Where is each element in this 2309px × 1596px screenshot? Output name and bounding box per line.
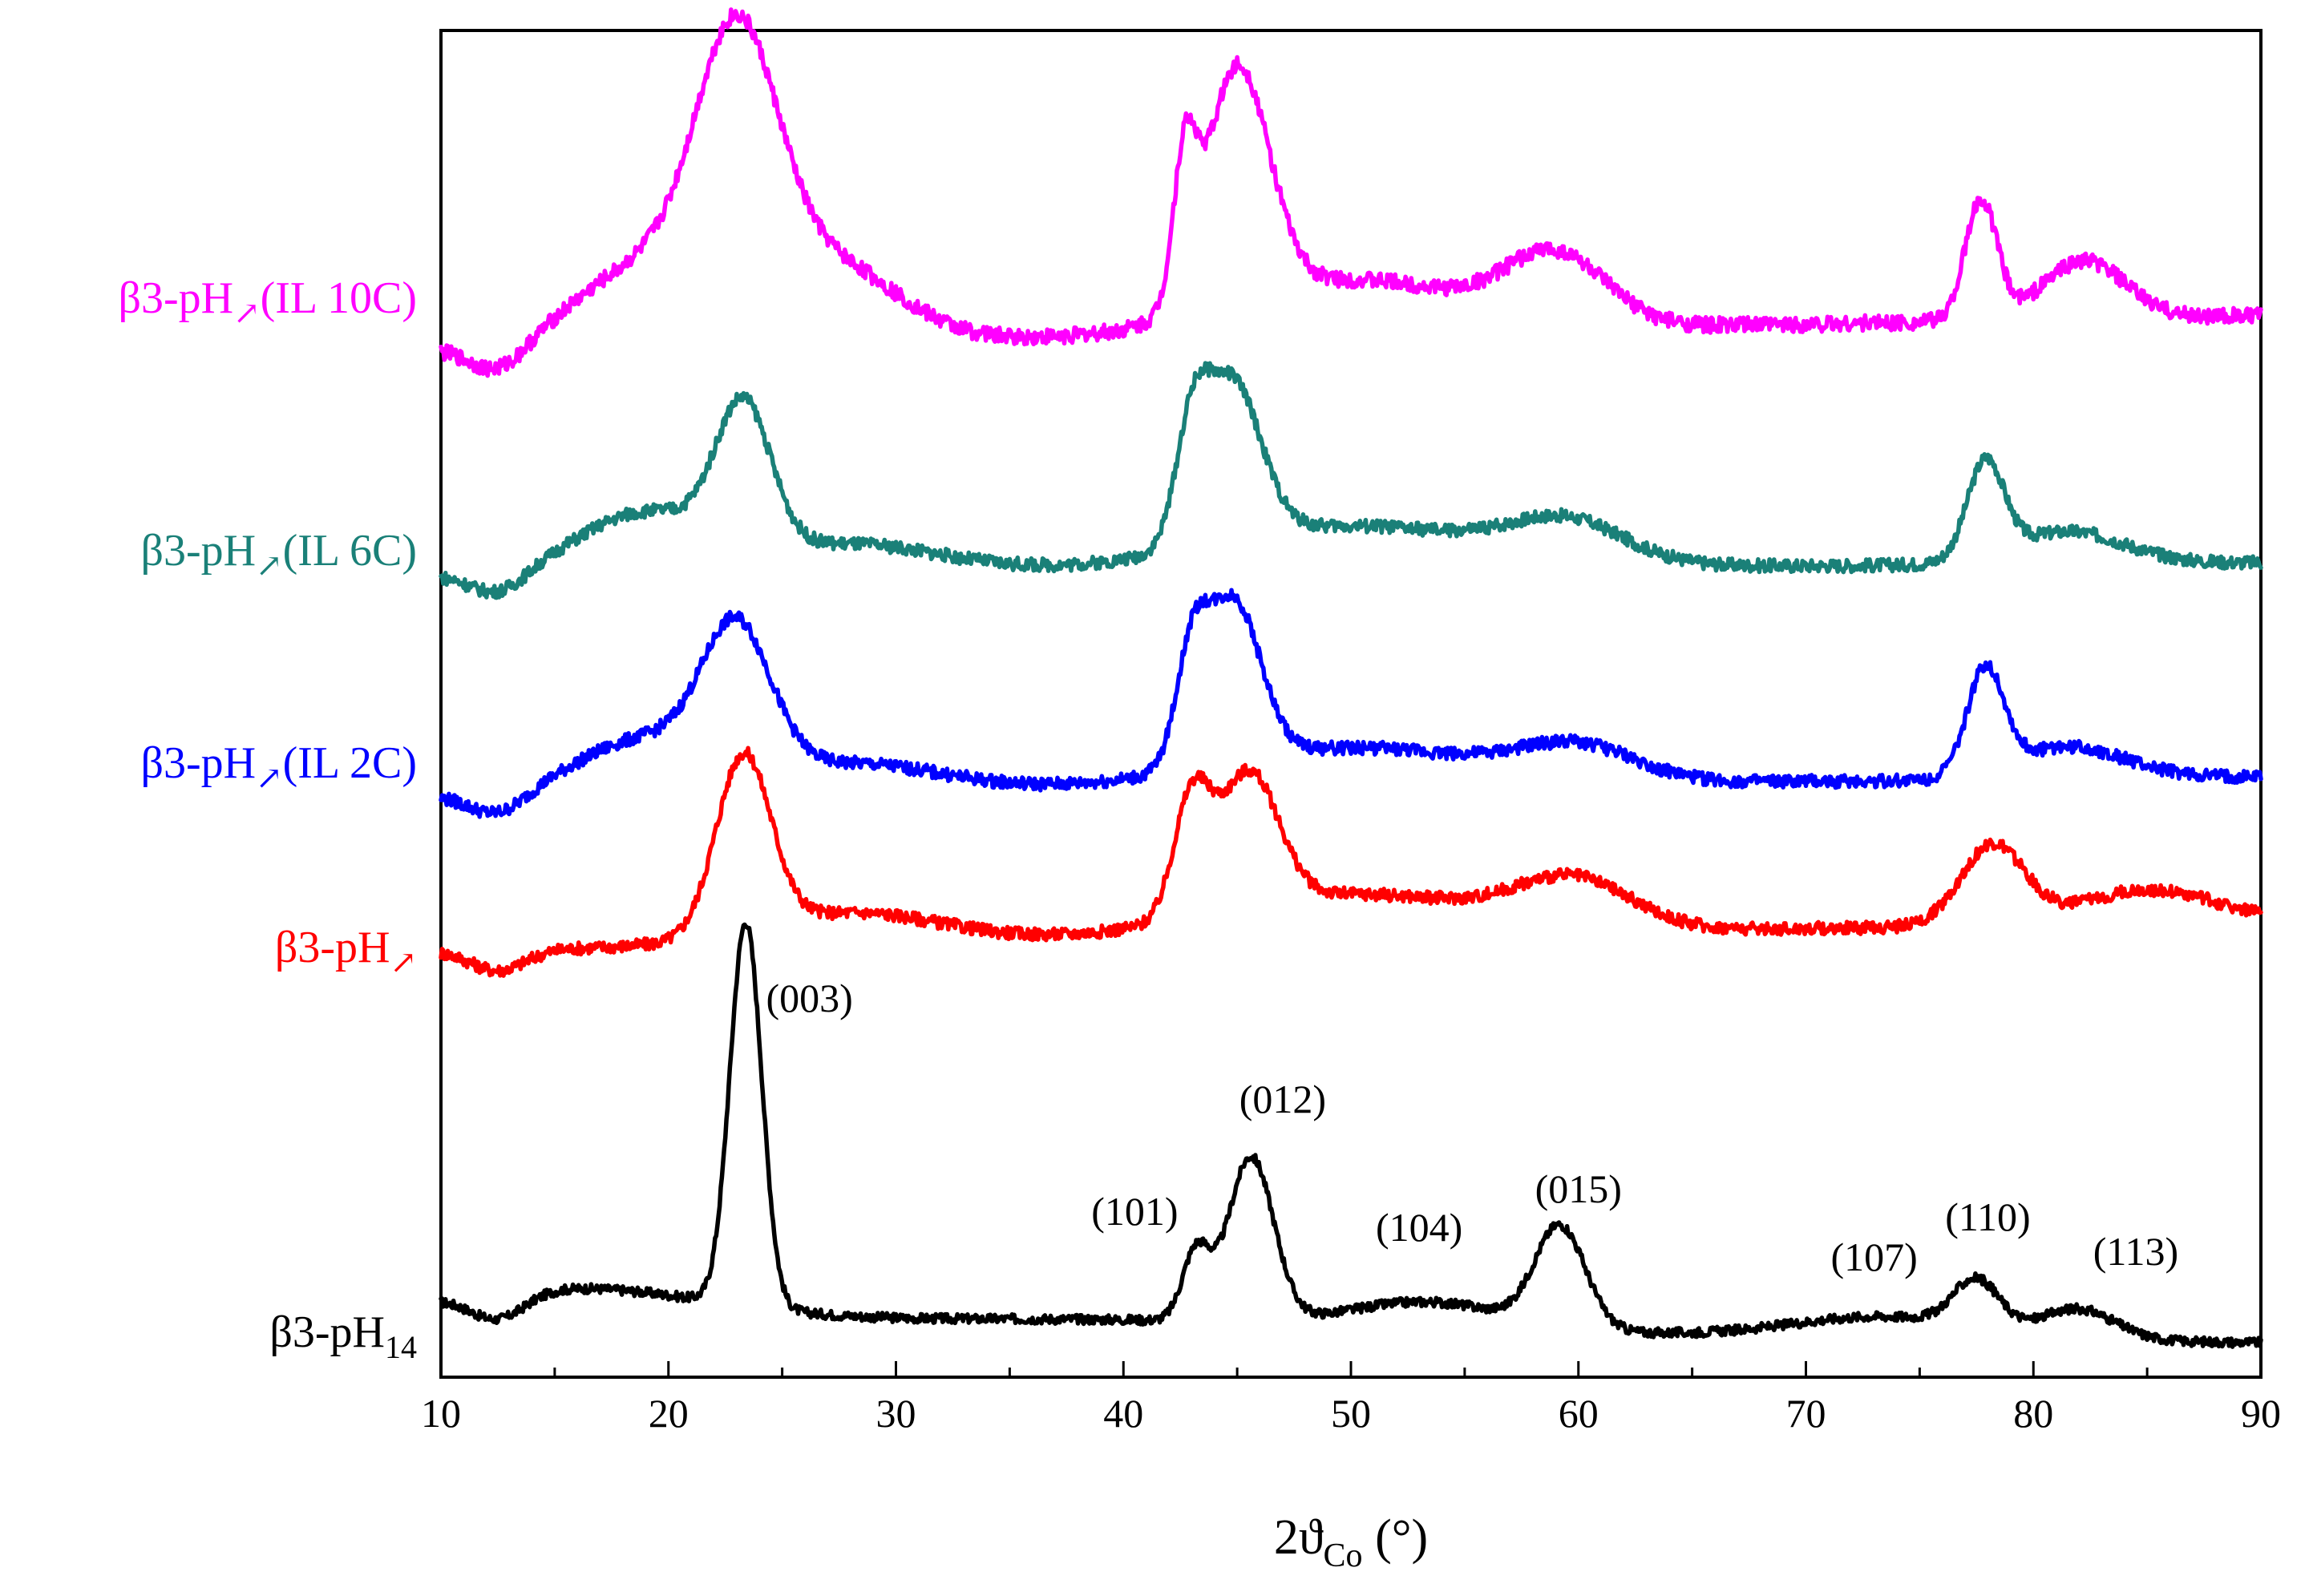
x-tick-label: 10: [421, 1391, 461, 1436]
peak-label: (110): [1945, 1194, 2030, 1239]
peak-label: (012): [1239, 1077, 1326, 1121]
peak-label: (015): [1535, 1166, 1622, 1211]
peak-label: (003): [766, 976, 853, 1020]
x-tick-label: 70: [1786, 1391, 1826, 1436]
series-label-4: β3-pH↗(IL 10C): [118, 273, 417, 331]
series-line-4: [439, 7, 2263, 378]
x-tick-label: 60: [1559, 1391, 1599, 1436]
peak-annotations: (003) (101) (012) (104) (015) (107) (110) (113): [766, 976, 2179, 1279]
series-line-1: [439, 745, 2263, 978]
series-labels: β3-pH14 β3-pH↗ β3-pH↗(IL 2C) β3-pH↗(IL 6C) β…: [118, 273, 417, 1365]
series-line-2: [439, 588, 2263, 819]
x-tick-label: 80: [2013, 1391, 2053, 1436]
peak-label: (104): [1376, 1205, 1462, 1250]
series-label-0: β3-pH14: [269, 1307, 417, 1365]
x-tick-label: 50: [1331, 1391, 1371, 1436]
peak-label: (113): [2093, 1229, 2178, 1274]
x-tick-label: 40: [1103, 1391, 1143, 1436]
series-label-1: β3-pH↗: [275, 923, 417, 980]
x-tick-label: 90: [2241, 1391, 2281, 1436]
x-tick-label: 20: [649, 1391, 689, 1436]
series-group: [439, 7, 2263, 1349]
series-line-3: [439, 361, 2263, 600]
peak-label: (101): [1091, 1189, 1178, 1234]
x-axis-label: 2ϑCo (°): [1274, 1510, 1428, 1574]
series-label-3: β3-pH↗(IL 6C): [140, 526, 417, 584]
x-tick-label: 30: [876, 1391, 916, 1436]
series-label-2: β3-pH↗(IL 2C): [140, 738, 417, 796]
peak-label: (107): [1830, 1234, 1917, 1279]
x-axis-ticks: 10 20 30 40 50 60 70 80 90: [421, 1361, 2281, 1436]
series-line-0: [439, 922, 2263, 1349]
plot-frame: [439, 29, 2262, 1379]
